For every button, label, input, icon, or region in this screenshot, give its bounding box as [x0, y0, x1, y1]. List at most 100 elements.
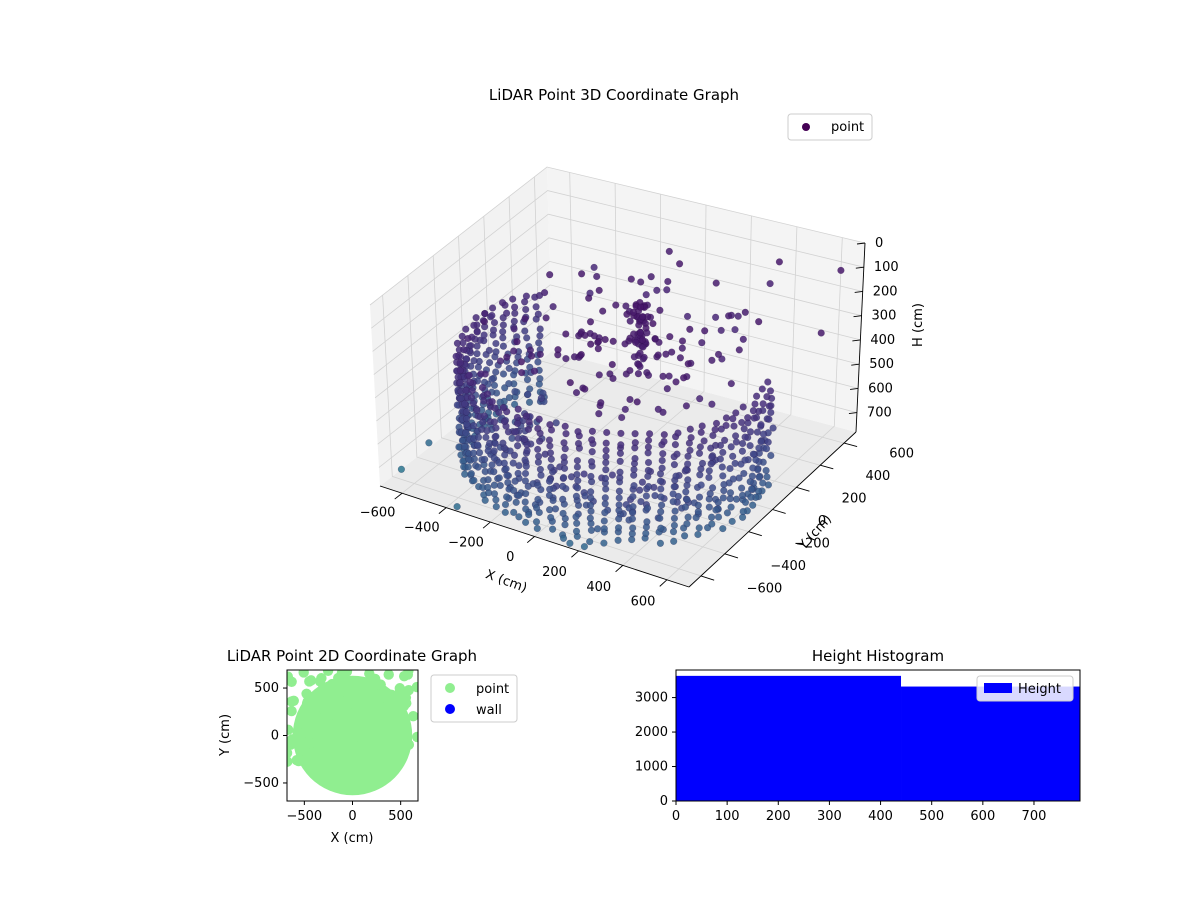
- point-3d: [586, 501, 595, 509]
- point-3d: [692, 513, 700, 522]
- point-3d: [573, 463, 582, 471]
- ticks-2d: −500 0 500 −500 0 500: [243, 681, 413, 824]
- point-2d: [287, 739, 296, 750]
- point-3d: [731, 432, 740, 440]
- x-tick-label: 200: [542, 565, 567, 580]
- point-3d: [464, 334, 472, 343]
- gridline-z: [369, 166, 866, 306]
- point-3d: [593, 272, 601, 281]
- point-3d: [696, 395, 704, 403]
- point-3d: [755, 473, 763, 481]
- histogram-bar: [676, 675, 902, 801]
- point-2d: [394, 683, 406, 694]
- point-3d: [653, 286, 661, 294]
- point-3d: [573, 470, 581, 479]
- point-3d: [513, 442, 522, 450]
- point-3d: [461, 470, 469, 478]
- x-tick-label: 700: [1022, 809, 1047, 824]
- point-3d: [580, 470, 588, 478]
- point-3d: [651, 335, 659, 343]
- point-3d: [485, 346, 493, 355]
- point-3d: [755, 318, 763, 326]
- gridline-x: [534, 204, 707, 537]
- point-3d: [597, 399, 605, 407]
- y-tick-label: 2000: [635, 725, 668, 740]
- point-3d: [683, 460, 692, 468]
- point-3d: [739, 403, 747, 411]
- point-3d: [612, 301, 620, 309]
- point-3d: [741, 308, 749, 316]
- point-3d: [547, 463, 555, 471]
- point-3d: [513, 413, 522, 422]
- point-3d: [477, 370, 485, 378]
- point-3d: [602, 446, 610, 454]
- gridline-x: [622, 226, 798, 566]
- point-3d: [758, 385, 766, 393]
- point-3d: [600, 539, 608, 547]
- point-3d: [817, 329, 825, 337]
- point-3d: [631, 430, 639, 438]
- z-axis-label-3d: H (cm): [911, 303, 926, 347]
- point-2d: [321, 713, 333, 725]
- point-3d: [561, 422, 569, 430]
- point-3d: [631, 338, 640, 347]
- point-3d: [580, 542, 589, 551]
- point-3d: [629, 308, 638, 316]
- point-3d: [559, 509, 567, 518]
- point-3d: [559, 495, 567, 503]
- y-tick-label: 3000: [635, 691, 668, 706]
- x-tick: [394, 492, 403, 500]
- point-2d: [352, 724, 364, 736]
- point-3d: [698, 422, 706, 430]
- y-tick: [748, 531, 762, 537]
- z-tick: [853, 315, 862, 318]
- point-3d: [608, 360, 616, 369]
- point-3d: [622, 302, 630, 310]
- point-3d: [708, 453, 716, 461]
- point-3d: [456, 359, 464, 367]
- point-3d: [762, 445, 771, 453]
- point-3d: [737, 484, 746, 492]
- point-3d: [697, 428, 705, 437]
- x-tick-label: 300: [817, 809, 842, 824]
- point-3d: [656, 514, 664, 522]
- point-3d: [587, 340, 595, 348]
- point-3d: [545, 491, 554, 500]
- point-3d: [741, 433, 749, 441]
- y-tick: [772, 509, 786, 514]
- point-3d: [759, 479, 767, 487]
- point-3d: [759, 430, 768, 438]
- point-3d: [631, 454, 639, 463]
- point-3d: [669, 528, 678, 536]
- point-3d: [712, 506, 720, 514]
- point-3d: [587, 507, 595, 515]
- z-tick-label: 500: [869, 357, 894, 372]
- point-3d: [629, 524, 637, 532]
- point-3d: [630, 482, 638, 490]
- point-3d: [670, 537, 678, 545]
- point-3d: [708, 400, 716, 408]
- point-3d: [483, 427, 491, 435]
- point-3d: [626, 395, 634, 404]
- point-3d: [503, 493, 511, 501]
- point-3d: [644, 482, 653, 491]
- point-3d: [694, 508, 702, 516]
- point-3d: [522, 462, 530, 470]
- point-3d: [552, 419, 560, 427]
- point-3d: [574, 428, 582, 436]
- point-3d: [701, 327, 709, 335]
- z-tick-label: 700: [867, 406, 892, 421]
- point-3d: [705, 467, 713, 475]
- pane-group: [370, 167, 865, 587]
- point-3d: [628, 509, 637, 517]
- point-3d: [728, 517, 736, 526]
- point-3d: [603, 428, 611, 437]
- point-3d: [514, 434, 522, 443]
- point-3d: [738, 439, 747, 448]
- point-3d: [642, 529, 650, 538]
- point-3d: [694, 501, 702, 509]
- point-3d: [587, 472, 595, 481]
- point-3d: [752, 392, 761, 400]
- y-axis-label-2d: Y (cm): [218, 714, 233, 757]
- z-tick-label: 300: [872, 309, 897, 324]
